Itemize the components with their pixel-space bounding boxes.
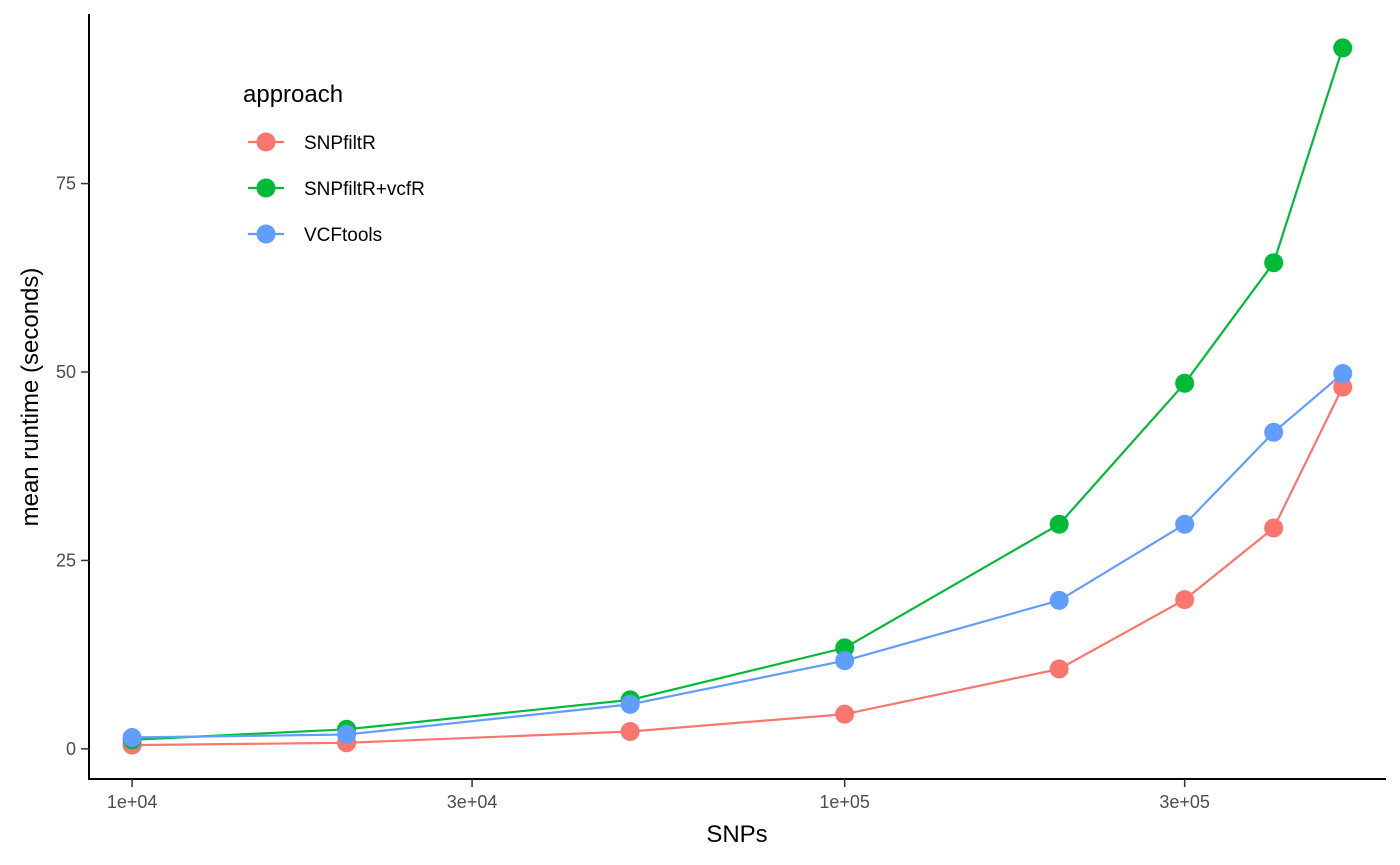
x-tick-label: 3e+04 [447,792,498,812]
legend-item-snpfiltr: SNPfiltR [248,132,376,154]
x-tick-label: 3e+05 [1159,792,1210,812]
data-point-snpfiltr-vcfr [1264,253,1284,273]
data-point-vcftools [1333,364,1353,384]
data-point-vcftools [1049,590,1069,610]
y-tick-label: 0 [66,739,76,759]
data-point-snpfiltr [1175,590,1195,610]
data-point-vcftools [122,728,142,748]
legend-key-point [256,132,276,152]
x-tick-label: 1e+05 [819,792,870,812]
series-vcftools [122,364,1353,748]
y-tick-label: 75 [56,174,76,194]
x-axis-ticks: 1e+04 3e+04 1e+05 3e+05 [107,779,1210,812]
data-point-vcftools [1175,514,1195,534]
series-snpfiltr [122,377,1353,755]
legend-label: VCFtools [304,225,382,246]
data-point-snpfiltr [620,722,640,742]
legend-key-point [256,224,276,244]
y-axis-ticks: 0 25 50 75 [56,174,89,759]
data-point-vcftools [1264,422,1284,442]
series-line-snpfiltr-vcfr [132,47,1344,741]
legend-title: approach [243,81,343,108]
legend-label: SNPfiltR [304,133,376,154]
data-point-snpfiltr [1264,518,1284,538]
data-point-snpfiltr [835,704,855,724]
data-point-vcftools [835,651,855,671]
x-axis-title: SNPs [706,821,767,848]
data-point-vcftools [337,725,357,745]
x-tick-label: 1e+04 [107,792,158,812]
data-point-snpfiltr-vcfr [1175,373,1195,393]
legend-label: SNPfiltR+vcfR [304,179,425,200]
y-axis-title: mean runtime (seconds) [17,268,44,527]
legend-key-point [256,178,276,198]
series-line-snpfiltr [132,386,1344,747]
data-point-snpfiltr [1333,377,1353,397]
legend-item-vcftools: VCFtools [248,224,382,246]
data-point-vcftools [620,694,640,714]
data-point-snpfiltr-vcfr [1049,514,1069,534]
data-point-snpfiltr [1049,659,1069,679]
legend-item-snpfiltr-vcfr: SNPfiltR+vcfR [248,178,425,200]
y-tick-label: 25 [56,550,76,570]
y-tick-label: 50 [56,362,76,382]
data-point-snpfiltr-vcfr [1333,38,1353,58]
plot-area [122,38,1353,755]
series-line-vcftools [132,372,1344,739]
legend: approach SNPfiltR SNPfiltR+vcfR VCFtools [243,81,425,246]
